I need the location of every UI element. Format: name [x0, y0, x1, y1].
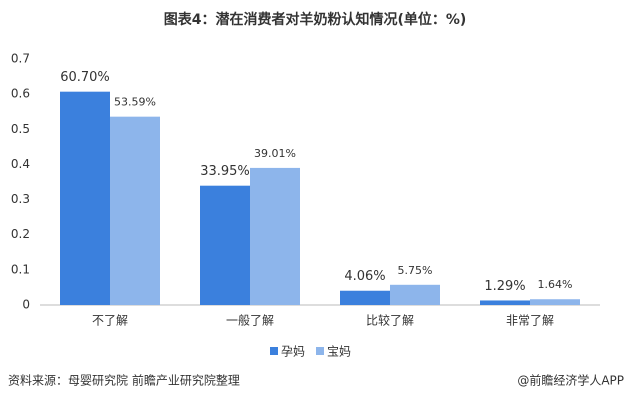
y-tick-label: 0.2	[11, 227, 30, 241]
y-tick-label: 0.7	[11, 52, 30, 66]
data-label: 1.29%	[484, 279, 525, 294]
legend-swatch	[270, 347, 278, 355]
data-label: 4.06%	[344, 269, 385, 284]
data-label: 60.70%	[60, 70, 110, 85]
chart-title: 图表4：潜在消费者对羊奶粉认知情况(单位：%)	[164, 11, 467, 28]
data-label: 39.01%	[254, 147, 296, 160]
y-tick-label: 0.6	[11, 87, 30, 101]
bar	[390, 284, 440, 305]
credit: @前瞻经济学人APP	[517, 373, 624, 388]
x-tick-label: 非常了解	[506, 314, 554, 328]
y-tick-label: 0.5	[11, 122, 30, 136]
legend-label: 宝妈	[327, 345, 351, 359]
y-tick-label: 0.3	[11, 192, 30, 206]
y-tick-label: 0.4	[11, 157, 30, 171]
data-label: 33.95%	[200, 164, 250, 179]
bar	[110, 116, 160, 305]
source-note: 资料来源：母婴研究院 前瞻产业研究院整理	[8, 373, 240, 388]
y-tick-label: 0	[22, 298, 30, 312]
x-tick-label: 不了解	[92, 314, 128, 328]
legend-swatch	[316, 347, 324, 355]
bar	[60, 91, 110, 305]
bar	[480, 300, 530, 305]
bar	[340, 290, 390, 305]
bar	[250, 167, 300, 305]
data-label: 1.64%	[538, 278, 573, 291]
y-tick-label: 0.1	[11, 262, 30, 276]
x-tick-label: 一般了解	[226, 313, 274, 328]
bar	[200, 185, 250, 305]
bar	[530, 299, 580, 305]
x-tick-label: 比较了解	[366, 313, 414, 328]
data-label: 53.59%	[114, 96, 156, 109]
legend-label: 孕妈	[281, 345, 305, 359]
data-label: 5.75%	[398, 264, 433, 277]
